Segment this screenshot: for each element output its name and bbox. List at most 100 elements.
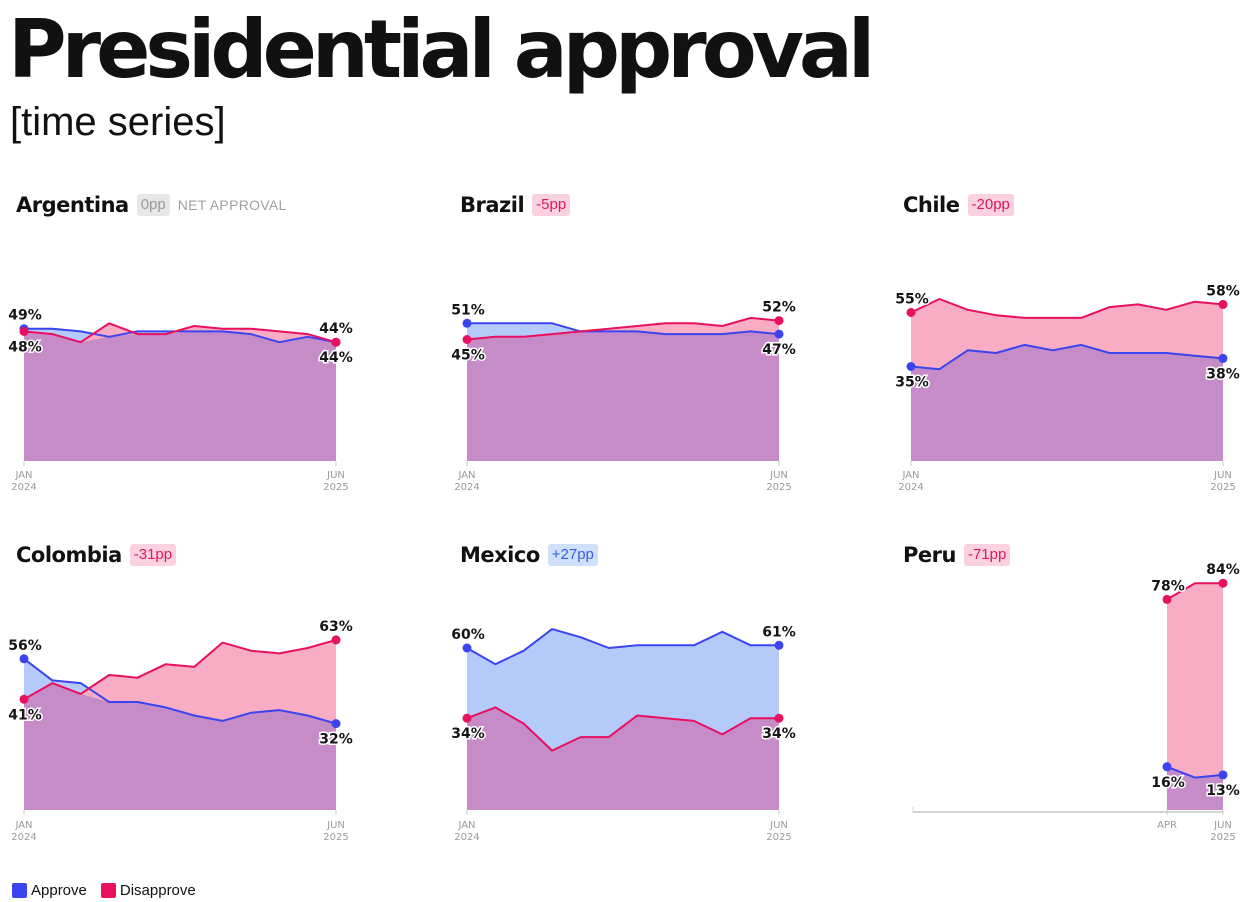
start-value-label-bottom: 34% (451, 726, 485, 742)
x-tick-label: JUN (1213, 820, 1232, 831)
end-value-label-top: 52% (762, 300, 796, 316)
approve-end-point (774, 329, 784, 339)
country-name: Brazil (460, 193, 525, 217)
disapprove-start-point (19, 326, 29, 336)
start-value-label-top: 78% (1151, 578, 1185, 594)
start-value-label-bottom: 41% (8, 707, 42, 723)
x-tick-label: JAN (14, 820, 32, 831)
panel-header-argentina: Argentina 0pp NET APPROVAL (16, 190, 287, 220)
approve-end-point (774, 640, 784, 650)
disapprove-line (466, 316, 780, 341)
legend-disapprove-label: Disapprove (119, 882, 196, 899)
net-approval-badge: +27pp (547, 544, 598, 566)
approve-line (23, 658, 337, 725)
start-value-label-top: 56% (8, 638, 42, 654)
approve-line (467, 322, 780, 336)
x-tick-label: JUN (1213, 470, 1232, 481)
legend-approve-label: Approve (31, 882, 87, 899)
approve-start-point (906, 362, 916, 371)
start-value-label-bottom: 16% (1151, 775, 1185, 791)
x-tick-year: 2024 (454, 482, 479, 493)
start-value-label-top: 55% (895, 292, 929, 308)
net-approval-badge: -20pp (967, 194, 1014, 216)
end-value-label-bottom: 38% (1206, 366, 1240, 382)
x-tick-year: 2024 (898, 482, 923, 493)
net-approval-label: NET APPROVAL (177, 197, 287, 213)
end-value-label-bottom: 47% (762, 342, 796, 358)
legend-item-approve: Approve (12, 882, 87, 899)
approve-end-point (331, 719, 341, 729)
overlap-area (1167, 766, 1223, 810)
approve-start-point (1162, 762, 1172, 772)
approve-line (24, 327, 337, 344)
start-value-label-top: 49% (8, 308, 42, 324)
x-tick-label: JUN (769, 820, 788, 831)
country-name: Argentina (16, 193, 129, 217)
start-value-label-bottom: 45% (451, 348, 485, 364)
approve-end-point (1218, 770, 1228, 780)
x-tick-year: 2024 (11, 832, 36, 843)
disapprove-start-point (906, 308, 916, 317)
disapprove-area (1167, 583, 1223, 810)
start-value-label-bottom: 48% (8, 339, 42, 355)
approve-start-point (462, 643, 472, 653)
end-value-label-top: 44% (319, 321, 353, 337)
approve-line (1166, 765, 1224, 779)
page-title: Presidential approval (8, 3, 875, 96)
disapprove-swatch (100, 883, 116, 898)
x-tick-label: JAN (457, 470, 475, 481)
net-approval-badge: -71pp (963, 544, 1011, 566)
panel-header-colombia: Colombia -31pp (16, 540, 177, 570)
approve-start-point (462, 318, 472, 328)
panel-header-brazil: Brazil -5pp (460, 190, 571, 220)
disapprove-start-point (462, 335, 472, 344)
x-tick-label: JAN (457, 820, 475, 831)
approve-line (910, 343, 1224, 371)
x-tick-year: 2025 (323, 482, 348, 493)
x-tick-label: JUN (326, 470, 345, 481)
x-tick-year: 2025 (323, 832, 348, 843)
overlap-area (467, 707, 779, 810)
end-value-label-top: 63% (319, 619, 353, 635)
start-value-label-top: 60% (451, 627, 485, 643)
x-tick-label: JAN (14, 470, 32, 481)
approve-start-point (19, 654, 29, 664)
x-tick-year: 2025 (766, 482, 791, 493)
disapprove-line (1166, 582, 1223, 601)
page-subtitle: [time series] (10, 100, 226, 144)
disapprove-end-point (774, 316, 784, 326)
disapprove-line (23, 638, 337, 701)
end-value-label-bottom: 13% (1206, 783, 1240, 799)
disapprove-end-point (1218, 299, 1228, 309)
approve-end-point (1218, 353, 1228, 363)
disapprove-start-point (462, 713, 472, 723)
panel-header-peru: Peru -71pp (903, 540, 1011, 570)
x-tick-label: APR (1157, 820, 1177, 831)
disapprove-end-point (331, 635, 341, 645)
disapprove-line (466, 706, 779, 752)
x-tick-year: 2025 (1210, 832, 1235, 843)
country-name: Chile (903, 193, 960, 217)
disapprove-end-point (331, 337, 341, 347)
x-tick-label: JUN (769, 470, 788, 481)
x-tick-year: 2024 (11, 482, 36, 493)
disapprove-line (23, 322, 337, 344)
start-value-label-bottom: 35% (895, 375, 929, 391)
overlap-area (467, 331, 779, 461)
approve-line (466, 628, 779, 666)
disapprove-end-point (1218, 578, 1228, 588)
disapprove-start-point (19, 694, 29, 704)
end-value-label-top: 58% (1206, 283, 1240, 299)
disapprove-line (910, 298, 1224, 319)
country-name: Peru (903, 543, 956, 567)
start-value-label-top: 51% (451, 302, 485, 318)
country-name: Colombia (16, 543, 122, 567)
panel-header-chile: Chile -20pp (903, 190, 1014, 220)
overlap-area (24, 331, 336, 461)
